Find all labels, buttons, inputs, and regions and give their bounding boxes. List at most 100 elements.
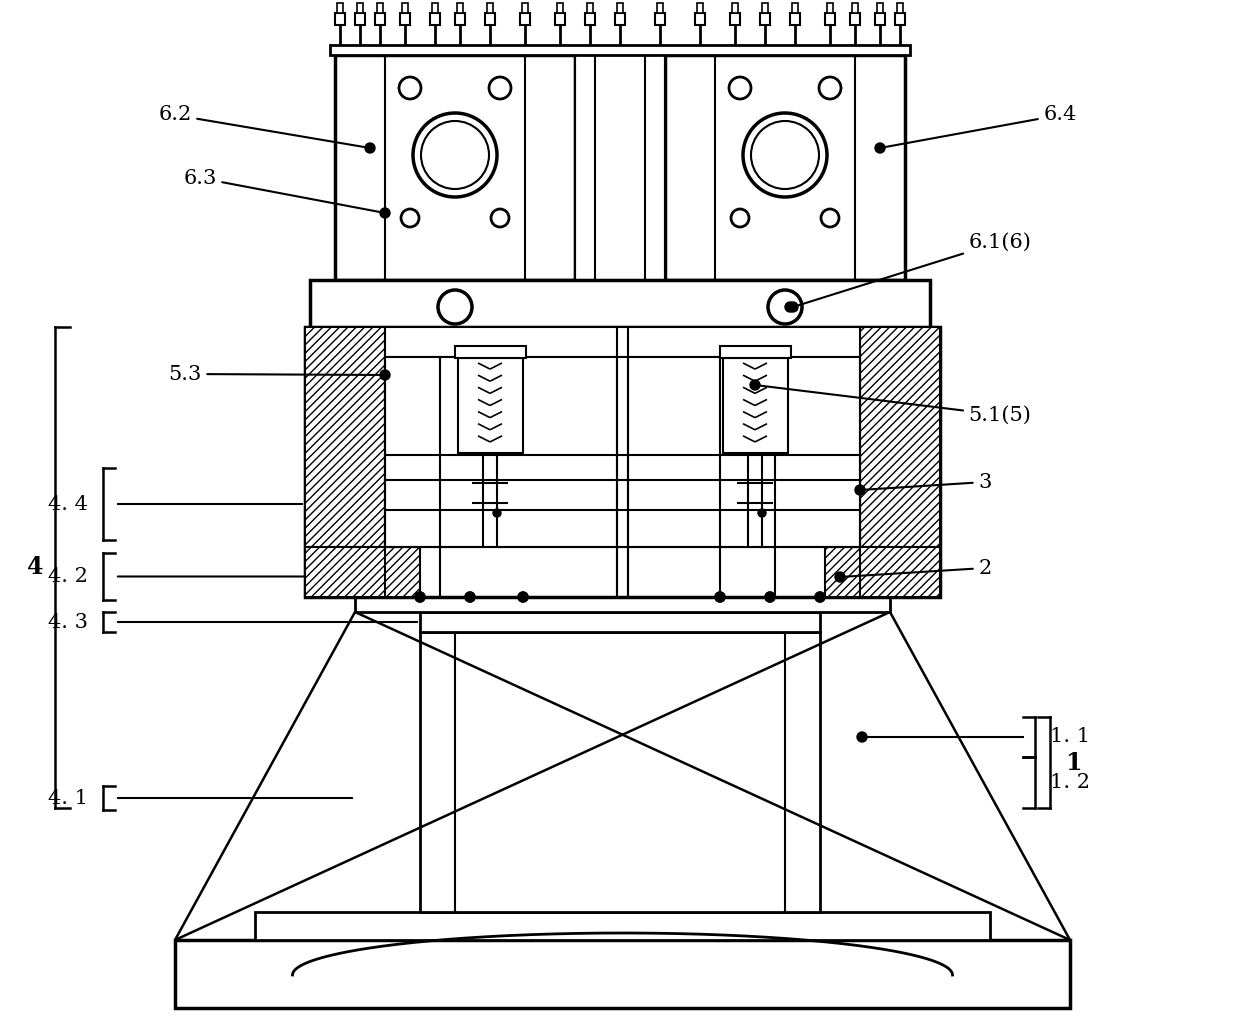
Bar bbox=[330, 45, 910, 55]
Bar bbox=[384, 327, 861, 357]
Bar bbox=[458, 3, 463, 13]
Circle shape bbox=[758, 509, 766, 517]
Bar bbox=[175, 940, 1070, 1008]
Bar bbox=[694, 13, 706, 25]
Bar bbox=[455, 346, 526, 358]
Bar bbox=[790, 13, 800, 25]
Text: 4: 4 bbox=[26, 556, 43, 579]
Circle shape bbox=[818, 77, 841, 99]
Bar bbox=[487, 3, 494, 13]
Bar bbox=[763, 3, 768, 13]
Text: 6.1(6): 6.1(6) bbox=[796, 233, 1032, 306]
Bar bbox=[305, 327, 384, 547]
Circle shape bbox=[729, 77, 751, 99]
Circle shape bbox=[785, 302, 795, 312]
Bar bbox=[897, 3, 903, 13]
Circle shape bbox=[415, 592, 425, 602]
Bar bbox=[557, 3, 563, 13]
Circle shape bbox=[465, 592, 475, 602]
Circle shape bbox=[465, 592, 475, 602]
Bar bbox=[895, 13, 905, 25]
Circle shape bbox=[438, 290, 472, 324]
Circle shape bbox=[415, 592, 425, 602]
Bar bbox=[255, 912, 990, 940]
Bar bbox=[730, 13, 740, 25]
Bar bbox=[877, 3, 883, 13]
Bar bbox=[420, 612, 820, 632]
Circle shape bbox=[491, 209, 508, 227]
Circle shape bbox=[422, 121, 489, 189]
Text: 1. 2: 1. 2 bbox=[1050, 773, 1090, 792]
Text: 1. 1: 1. 1 bbox=[1050, 728, 1090, 746]
Bar bbox=[657, 3, 663, 13]
Bar bbox=[615, 13, 625, 25]
Bar bbox=[337, 3, 343, 13]
Bar bbox=[522, 3, 528, 13]
Bar bbox=[697, 3, 703, 13]
Bar bbox=[305, 327, 940, 597]
Bar bbox=[520, 13, 529, 25]
Text: 6.3: 6.3 bbox=[184, 168, 382, 212]
Bar bbox=[792, 3, 799, 13]
Circle shape bbox=[751, 121, 818, 189]
Circle shape bbox=[765, 592, 775, 602]
Bar bbox=[852, 3, 858, 13]
Text: 6.2: 6.2 bbox=[159, 106, 367, 148]
Bar bbox=[720, 346, 791, 358]
Bar bbox=[420, 632, 820, 912]
Bar bbox=[355, 597, 890, 612]
Bar bbox=[665, 55, 905, 280]
Text: 4. 1: 4. 1 bbox=[48, 788, 88, 808]
Bar bbox=[355, 13, 365, 25]
Circle shape bbox=[518, 592, 528, 602]
Circle shape bbox=[875, 144, 885, 153]
Circle shape bbox=[743, 113, 827, 197]
Bar bbox=[875, 13, 885, 25]
Bar bbox=[723, 358, 787, 453]
Bar bbox=[310, 280, 930, 327]
Circle shape bbox=[835, 572, 844, 582]
Text: 5.1(5): 5.1(5) bbox=[758, 385, 1032, 424]
Bar bbox=[575, 55, 665, 280]
Bar bbox=[335, 13, 345, 25]
Circle shape bbox=[379, 208, 391, 218]
Circle shape bbox=[413, 113, 497, 197]
Circle shape bbox=[401, 209, 419, 227]
Text: 4. 4: 4. 4 bbox=[48, 494, 88, 514]
Bar bbox=[432, 3, 438, 13]
Circle shape bbox=[821, 209, 839, 227]
Bar bbox=[374, 13, 384, 25]
Bar bbox=[305, 547, 420, 597]
Circle shape bbox=[732, 209, 749, 227]
Circle shape bbox=[768, 290, 802, 324]
Circle shape bbox=[494, 509, 501, 517]
Bar bbox=[458, 358, 523, 453]
Circle shape bbox=[857, 732, 867, 742]
Bar bbox=[587, 3, 593, 13]
Bar bbox=[402, 3, 408, 13]
Bar bbox=[384, 357, 861, 547]
Circle shape bbox=[399, 77, 422, 99]
Circle shape bbox=[715, 592, 725, 602]
Bar bbox=[485, 13, 495, 25]
Text: 4. 3: 4. 3 bbox=[48, 613, 88, 631]
Bar bbox=[732, 3, 738, 13]
Circle shape bbox=[815, 592, 825, 602]
Bar bbox=[335, 55, 575, 280]
Text: 4. 2: 4. 2 bbox=[48, 567, 88, 586]
Bar bbox=[556, 13, 565, 25]
Text: 6.4: 6.4 bbox=[883, 106, 1076, 148]
Bar bbox=[849, 13, 861, 25]
Circle shape bbox=[750, 380, 760, 390]
Circle shape bbox=[365, 144, 374, 153]
Bar bbox=[655, 13, 665, 25]
Bar bbox=[825, 547, 940, 597]
Bar bbox=[827, 3, 833, 13]
Bar bbox=[377, 3, 383, 13]
Bar bbox=[455, 13, 465, 25]
Bar bbox=[760, 13, 770, 25]
Circle shape bbox=[787, 302, 799, 312]
Bar bbox=[618, 3, 622, 13]
Bar bbox=[585, 13, 595, 25]
Circle shape bbox=[815, 592, 825, 602]
